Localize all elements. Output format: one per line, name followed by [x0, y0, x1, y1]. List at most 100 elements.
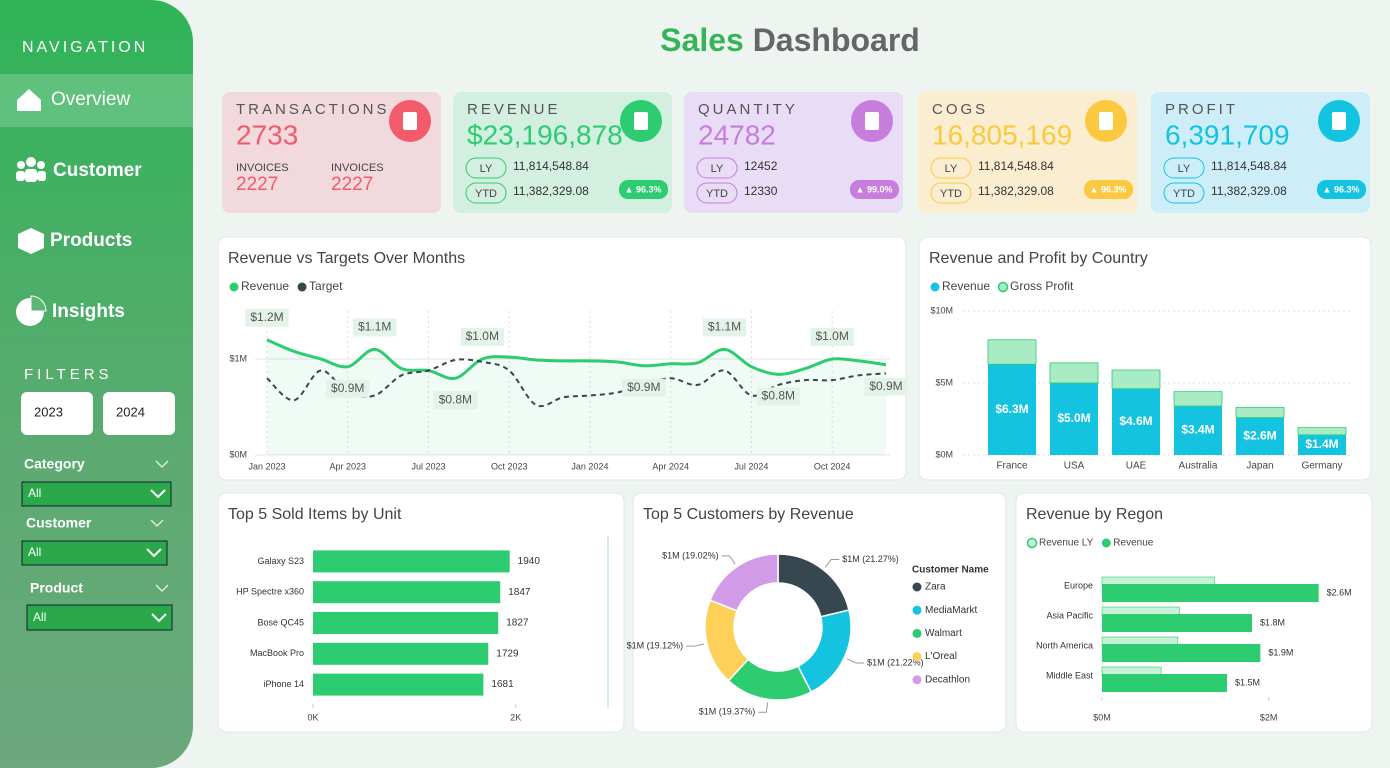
leader-line [824, 558, 840, 568]
kpi-pill-label: LY [711, 163, 724, 175]
year-label[interactable]: 2023 [34, 404, 63, 419]
dropdown[interactable] [26, 604, 173, 631]
year-button[interactable] [21, 392, 93, 435]
bar [1049, 362, 1099, 384]
value-label-bg [702, 318, 747, 337]
y-tick-label: $5M [935, 377, 953, 387]
kpi-pill [465, 182, 507, 204]
legend-marker [912, 628, 922, 638]
value-label-bg [756, 387, 801, 406]
legend-label: Gross Profit [1010, 279, 1074, 293]
kpi-value: 16,805,169 [932, 119, 1072, 150]
x-tick-label: Oct 2023 [491, 461, 528, 471]
kpi-pill [1163, 157, 1205, 179]
nav-item[interactable]: Customer [53, 160, 142, 181]
legend-label: L'Oreal [925, 651, 957, 662]
year-button[interactable] [103, 392, 175, 435]
legend-label: Walmart [925, 628, 962, 639]
kpi-change: ▲ 96.3% [1323, 184, 1360, 194]
legend-marker [912, 605, 922, 615]
icon-box [18, 228, 44, 254]
y-tick-label: MacBook Pro [250, 648, 304, 658]
value-label: $1.0M [815, 329, 848, 343]
value-label: $0.9M [869, 379, 902, 393]
kpi-change: ▲ 96.3% [625, 184, 662, 194]
chevron [146, 548, 162, 558]
bar [1298, 434, 1346, 455]
chart-title: Revenue vs Targets Over Months [228, 250, 465, 267]
line [266, 338, 887, 380]
kpi-pill-label: YTD [475, 188, 497, 200]
dropdown-value[interactable]: All [28, 486, 41, 500]
value-label: 1827 [506, 618, 529, 629]
bar [1297, 427, 1347, 436]
bar [313, 673, 484, 696]
value-label-bg [622, 378, 666, 397]
chart-title: Revenue by Regon [1026, 506, 1163, 523]
nav-item[interactable]: Overview [51, 89, 130, 110]
bar [1236, 417, 1284, 455]
sidebar [0, 0, 193, 768]
bar [1112, 388, 1160, 455]
bar [313, 581, 501, 604]
value-label: $5.0M [1057, 411, 1090, 425]
bar [988, 364, 1036, 455]
legend-marker [912, 582, 922, 592]
value-label-bg [326, 379, 370, 398]
value-label: $1.1M [708, 320, 741, 334]
kpi-title: COGS [932, 101, 988, 118]
nav-item[interactable]: Insights [52, 301, 125, 322]
y-tick-label: $1M [229, 353, 247, 363]
legend-label: Zara [925, 582, 946, 593]
dropdown-value[interactable]: All [28, 545, 41, 559]
dropdown[interactable] [21, 481, 172, 507]
dropdown[interactable] [21, 540, 168, 566]
legend-label: Revenue [1113, 538, 1153, 549]
legend-label: Revenue LY [1039, 538, 1094, 549]
filter-label: Product [30, 580, 83, 596]
kpi-title: PROFIT [1165, 101, 1238, 118]
kpi-badge [619, 180, 668, 199]
legend-label: Revenue [241, 279, 289, 293]
kpi-row-value: 11,814,548.84 [1211, 159, 1287, 173]
kpi-value: 24782 [698, 119, 776, 150]
y-tick-label: HP Spectre x360 [236, 587, 304, 597]
y-tick-label: Bose QC45 [257, 617, 304, 627]
kpi-badge [1084, 180, 1133, 199]
year-label[interactable]: 2024 [116, 404, 145, 419]
kpi-card [1151, 92, 1370, 213]
kpi-pill [696, 157, 738, 179]
kpi-icon-glyph [865, 112, 879, 130]
icon-home [17, 89, 41, 111]
value-label-bg [460, 328, 504, 346]
bar [1111, 369, 1161, 390]
leader-line [721, 555, 736, 565]
chart-title: Top 5 Customers by Revenue [643, 506, 854, 523]
nav-item[interactable]: Products [50, 230, 132, 251]
y-tick-label: $0M [935, 449, 953, 459]
kpi-pill [465, 157, 507, 179]
area [267, 339, 886, 455]
value-label: $1.9M [1268, 647, 1293, 657]
dropdown-value[interactable]: All [33, 610, 46, 624]
x-tick-label: Japan [1246, 461, 1273, 472]
value-label: $1.4M [1305, 437, 1338, 451]
x-tick-label: Jul 2023 [411, 461, 445, 471]
kpi-row-value: 12452 [744, 159, 778, 173]
legend-marker [1026, 537, 1038, 549]
kpi-icon-glyph [634, 112, 648, 130]
value-label: 1940 [518, 556, 541, 567]
kpi-pill-label: LY [1178, 163, 1191, 175]
value-label: $3.4M [1181, 423, 1214, 437]
x-tick-label: $0M [1093, 712, 1111, 722]
leader-line [686, 643, 705, 647]
value-label: $2.6M [1327, 587, 1352, 597]
kpi-badge [1317, 180, 1366, 199]
value-label: $1.8M [1260, 617, 1285, 627]
x-tick-label: UAE [1126, 461, 1147, 472]
x-tick-label: Apr 2024 [652, 461, 689, 471]
chevron [155, 584, 169, 593]
y-tick-label: Middle East [1046, 670, 1094, 680]
x-tick-label: Jul 2024 [734, 461, 768, 471]
